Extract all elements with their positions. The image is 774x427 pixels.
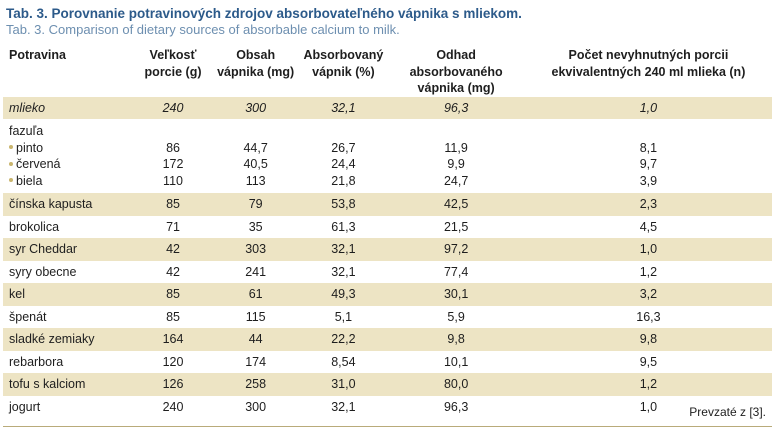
- table-body: čínska kapusta 85 79 53,8 42,5 2,3 brokolica 71…: [3, 193, 772, 418]
- table-row: syr Cheddar 42 303 32,1 97,2 1,0: [3, 238, 772, 261]
- table-title: Tab. 3. Porovnanie potravinových zdrojov…: [6, 6, 522, 21]
- table-row: špenát 85 115 5,1 5,9 16,3: [9, 309, 661, 324]
- table-frame: Potravina Veľkosť porcie (g) Obsah vápnika…: [3, 41, 772, 427]
- table-row: rebarbora 120 174 8,54 10,1 9,5: [9, 354, 658, 369]
- table-row: jogurt 240 300 32,1 96,3 1,0: [9, 399, 658, 414]
- table-row: syry obecne 42 241 32,1 77,4 1,2: [9, 264, 658, 279]
- table-row: tofu s kalciom 126 258 31,0 80,0 1,2: [3, 373, 772, 396]
- table-row: sladké zemiaky 164 44 22,2 9,8 9,8: [3, 328, 772, 351]
- table-subtitle: Tab. 3. Comparison of dietary sources of…: [6, 22, 400, 37]
- header-absorbed: Absorbovaný vápnik (%): [303, 48, 384, 79]
- header-portions-needed: Počet nevyhnutných porcii ekvivalentných …: [551, 48, 746, 79]
- beans-group-label: fazuľa: [9, 124, 44, 138]
- header-portion: Veľkosť porcie (g): [144, 48, 202, 79]
- bullet-icon: [9, 178, 13, 183]
- header-food: Potravina: [9, 48, 66, 62]
- table-row: čínska kapusta 85 79 53,8 42,5 2,3: [3, 193, 772, 216]
- calcium-table: Potravina Veľkosť porcie (g) Obsah vápnika…: [3, 41, 772, 418]
- table-row-beans: fazuľa pinto červená biela 86 172 110 44,7…: [9, 124, 658, 188]
- source-note: Prevzaté z [3].: [689, 405, 766, 419]
- table-row: brokolica 71 35 61,3 21,5 4,5: [9, 219, 658, 234]
- bullet-icon: [9, 161, 13, 166]
- header-calcium: Obsah vápnika (mg): [217, 48, 295, 79]
- table-row-milk: mlieko 240 300 32,1 96,3 1,0: [3, 96, 772, 119]
- header-estimate: Odhad absorbovaného vápnika (mg): [409, 48, 503, 95]
- header-row: Potravina Veľkosť porcie (g) Obsah vápnika…: [3, 41, 772, 97]
- caption: Tab. 3. Porovnanie potravinových zdrojov…: [6, 6, 772, 38]
- table-row: kel 85 61 49,3 30,1 3,2: [3, 283, 772, 306]
- bullet-icon: [9, 145, 13, 150]
